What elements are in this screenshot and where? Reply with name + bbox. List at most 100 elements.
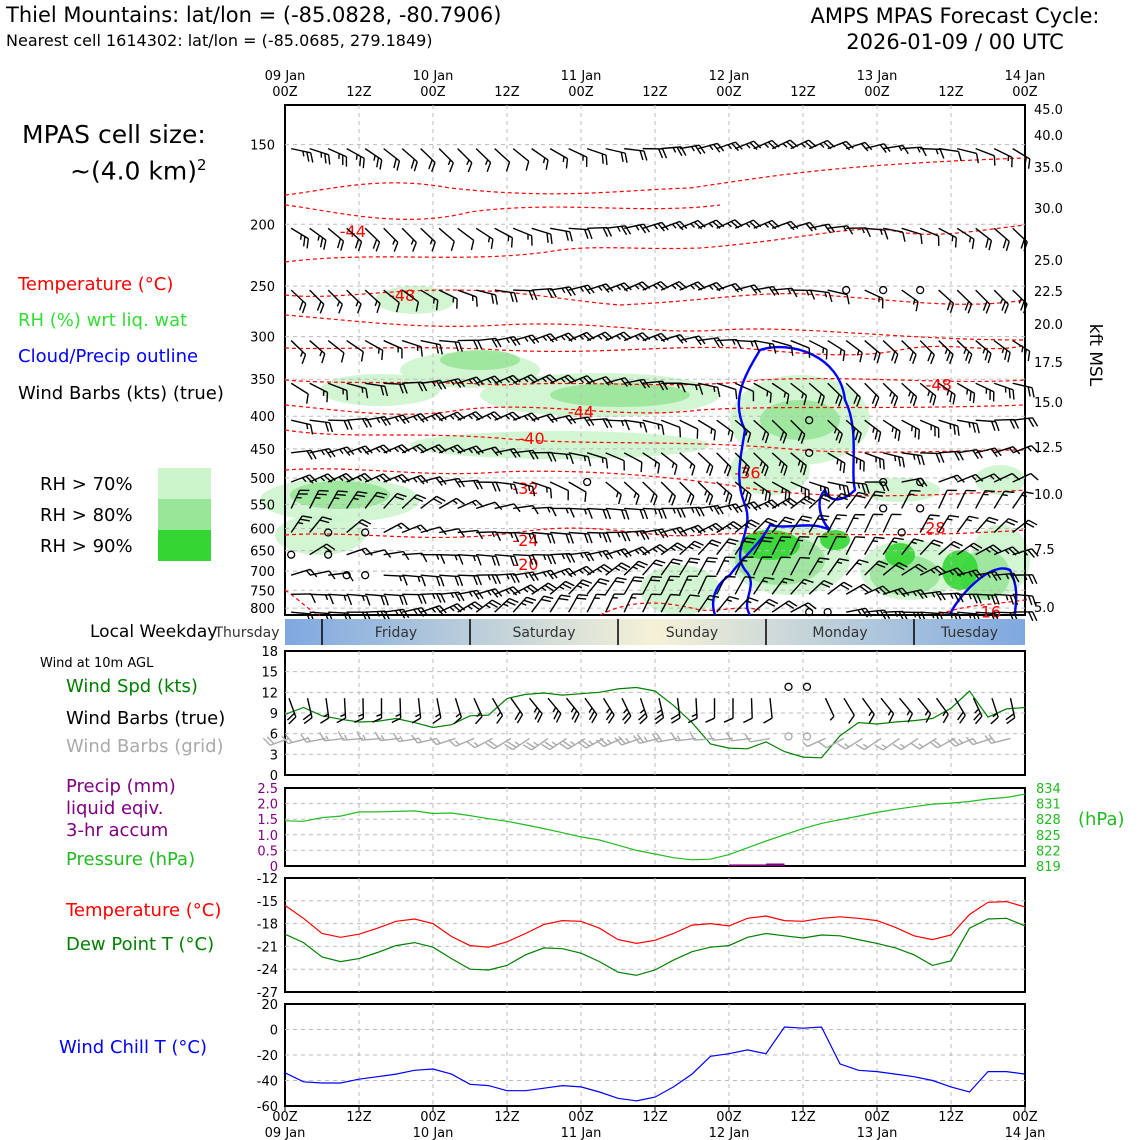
wind-barb <box>568 452 592 467</box>
windchill-panel-ytick: -40 <box>257 1075 278 1090</box>
precip-panel-ytick: 1.0 <box>257 829 278 844</box>
wind-barb <box>623 481 640 505</box>
wind-barb <box>975 490 995 509</box>
wind-barb <box>975 593 1000 605</box>
height-tick-label: 35.0 <box>1034 161 1063 176</box>
wind-barb <box>494 148 511 172</box>
wind-barb <box>513 449 539 460</box>
wind-panel-ytick: 9 <box>270 707 278 722</box>
wind-barb <box>383 382 408 394</box>
wind-barb <box>475 411 503 421</box>
wind-barb <box>346 382 369 399</box>
wind-barb <box>679 419 699 439</box>
wind-barb <box>901 538 924 556</box>
wind-barb <box>697 452 714 477</box>
wind-barb <box>457 445 484 455</box>
wind-barb <box>476 531 502 541</box>
wind-barb-true <box>990 697 999 725</box>
wind-barb-true <box>286 697 297 725</box>
calm-circle <box>823 608 832 617</box>
wind-barb <box>549 148 569 169</box>
wind-barb <box>956 382 976 404</box>
weekday-name: Saturday <box>512 625 575 641</box>
wind-barb <box>883 610 909 621</box>
wind-barb <box>845 583 872 595</box>
wind-barb <box>438 227 455 252</box>
wind-barb-grid <box>874 737 900 751</box>
legend-temperature: Temperature (°C) <box>18 274 174 295</box>
rh-shading-15 <box>440 350 520 370</box>
wind-barb <box>753 419 770 444</box>
wind-barb-true <box>547 697 562 723</box>
wind-barb <box>586 283 614 293</box>
wind-barb <box>642 544 669 556</box>
wind-barb-true <box>1005 698 1016 725</box>
rh-shading-4 <box>410 431 710 459</box>
bottom-hour-label: 00Z <box>568 1110 594 1125</box>
pressure-tick-label: 400 <box>250 410 275 425</box>
wind-panel-ytick: 15 <box>261 666 278 681</box>
wind-barb <box>771 339 794 356</box>
precip-label: Precip (mm) <box>66 776 176 797</box>
legend-cloud: Cloud/Precip outline <box>18 346 199 367</box>
wind-barb-true <box>763 698 773 724</box>
calm-circle <box>916 477 925 487</box>
wind-barb <box>845 419 862 443</box>
wind-barb <box>623 576 645 595</box>
wind-barb <box>383 550 410 561</box>
precip-bar <box>766 863 785 866</box>
wind-barb-true <box>687 698 698 724</box>
wind-barb <box>919 227 940 246</box>
wind-barb <box>402 574 426 587</box>
wind-barb <box>845 340 863 363</box>
precip-panel-ytick: 2.0 <box>257 798 278 813</box>
wind-calm-circle <box>802 682 812 691</box>
wind-barb <box>364 444 392 454</box>
pressure-tick-label: 450 <box>250 443 275 458</box>
grid-calm-circle <box>802 732 812 741</box>
wind-barb <box>938 540 963 556</box>
top-hour-label: 00Z <box>1012 85 1038 100</box>
weekday-name: Thursday <box>213 625 279 641</box>
wind-barb <box>938 474 965 483</box>
isotherm-label: -48 <box>926 376 952 395</box>
wind-barb <box>383 608 410 619</box>
wind-barb <box>365 610 391 621</box>
wind-barb <box>697 556 718 576</box>
wind-barb <box>439 477 465 488</box>
pressure-tick-label: 150 <box>250 139 275 154</box>
temp-series-temperature <box>284 900 1026 948</box>
wind-barb <box>383 522 410 534</box>
wind-barb <box>457 574 482 586</box>
cell-size-label: MPAS cell size: <box>22 120 206 149</box>
wind-barb <box>512 596 537 613</box>
wind-barb <box>901 382 918 407</box>
wind-barb <box>957 419 980 434</box>
wind-barb <box>457 589 484 600</box>
calm-circle <box>879 477 888 487</box>
wind-barb <box>808 494 834 509</box>
wind-barb <box>420 553 446 564</box>
wind-barb <box>624 419 648 433</box>
wind-barb <box>642 481 658 506</box>
wind-note: Wind at 10m AGL <box>40 656 154 671</box>
wind-barb <box>513 531 538 544</box>
wind-barb <box>920 590 946 601</box>
wind-barb <box>827 225 854 235</box>
top-hour-label: 12Z <box>938 85 964 100</box>
wind-barb <box>420 148 436 173</box>
grid-calm-circle <box>784 732 793 741</box>
wind-barb <box>771 536 792 555</box>
wind-barb <box>956 340 973 364</box>
calm-circle <box>287 550 296 559</box>
wind-barb <box>845 382 861 407</box>
isotherm-1 <box>284 204 721 220</box>
height-tick-label: 5.0 <box>1034 601 1055 616</box>
wind-barb <box>475 227 494 250</box>
wind-barb <box>364 148 383 170</box>
wind-barb-grid <box>429 736 456 746</box>
pressure-ytick: 831 <box>1036 798 1061 813</box>
wind-barb <box>975 340 992 364</box>
pressure-tick-label: 300 <box>250 331 275 346</box>
precip-label-2: liquid eqiv. <box>66 798 164 819</box>
